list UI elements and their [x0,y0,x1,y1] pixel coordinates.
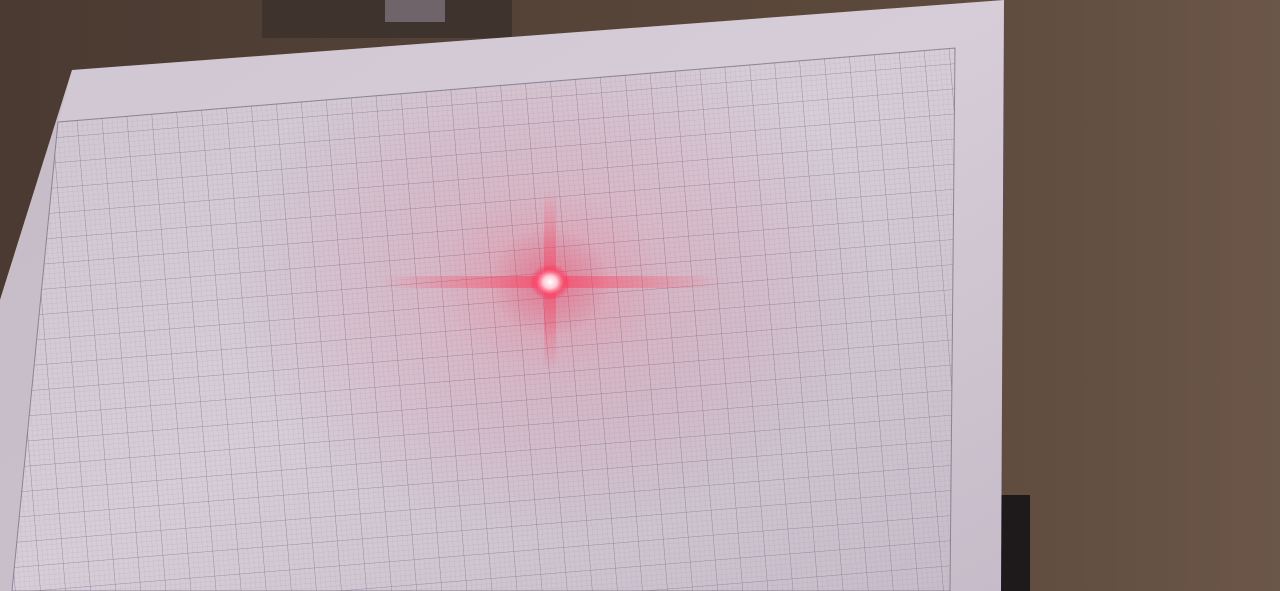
top-object [385,0,445,22]
laser-core [530,264,570,300]
grid-border [11,47,956,591]
stand-object [1000,495,1030,591]
paper-curl-edge [0,70,72,591]
laser-spot [380,190,720,370]
